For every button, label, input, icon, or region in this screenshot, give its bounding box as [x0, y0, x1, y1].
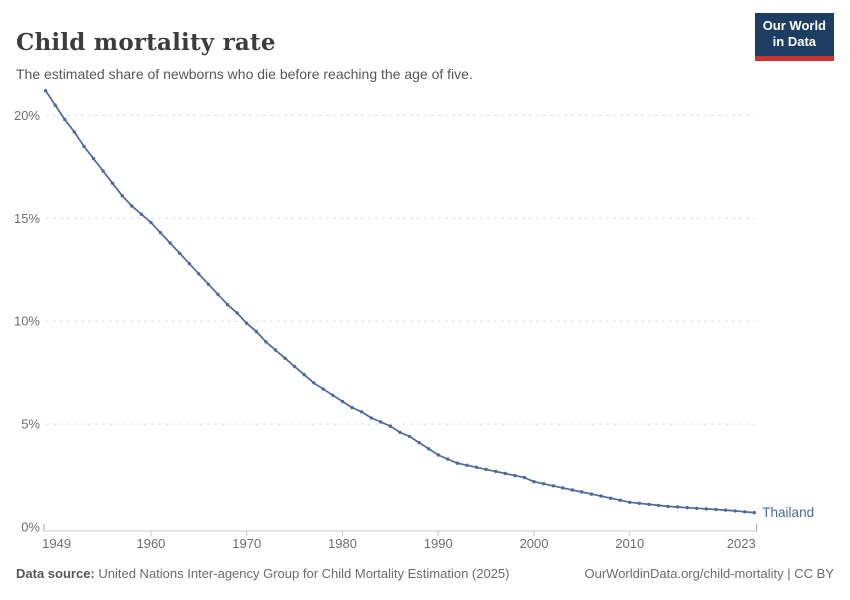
svg-text:5%: 5% — [21, 417, 40, 432]
svg-text:1970: 1970 — [232, 536, 261, 550]
svg-text:20%: 20% — [14, 108, 40, 123]
chart-footer: Data source: United Nations Inter-agency… — [0, 566, 850, 581]
svg-text:10%: 10% — [14, 314, 40, 329]
owid-logo[interactable]: Our World in Data — [754, 13, 834, 61]
page-subtitle: The estimated share of newborns who die … — [16, 66, 473, 82]
owid-logo-line1: Our World — [762, 18, 826, 33]
svg-text:1990: 1990 — [424, 536, 453, 550]
svg-text:1980: 1980 — [328, 536, 357, 550]
page-title: Child mortality rate — [16, 29, 276, 57]
data-source-label: Data source: — [16, 566, 95, 581]
svg-text:1949: 1949 — [42, 536, 71, 550]
series-label-thailand: Thailand — [762, 505, 814, 520]
svg-text:2010: 2010 — [615, 536, 644, 550]
svg-text:0%: 0% — [21, 520, 40, 535]
data-source-text: United Nations Inter-agency Group for Ch… — [94, 566, 510, 581]
owid-logo-line2: in Data — [772, 34, 817, 50]
chart-area: 0% 5% 10% 15% 20% 1949 1960 1970 1980 1990 2000 201… — [0, 80, 850, 551]
svg-text:1960: 1960 — [136, 536, 165, 550]
credit-link[interactable]: OurWorldinData.org/child-mortality | CC … — [584, 566, 835, 581]
svg-text:2023: 2023 — [727, 536, 756, 550]
svg-text:15%: 15% — [14, 211, 40, 226]
line-chart-svg[interactable]: 0% 5% 10% 15% 20% 1949 1960 1970 1980 1990 2000 201… — [0, 80, 850, 551]
data-source-note: Data source: United Nations Inter-agency… — [16, 566, 510, 581]
svg-text:2000: 2000 — [520, 536, 549, 550]
